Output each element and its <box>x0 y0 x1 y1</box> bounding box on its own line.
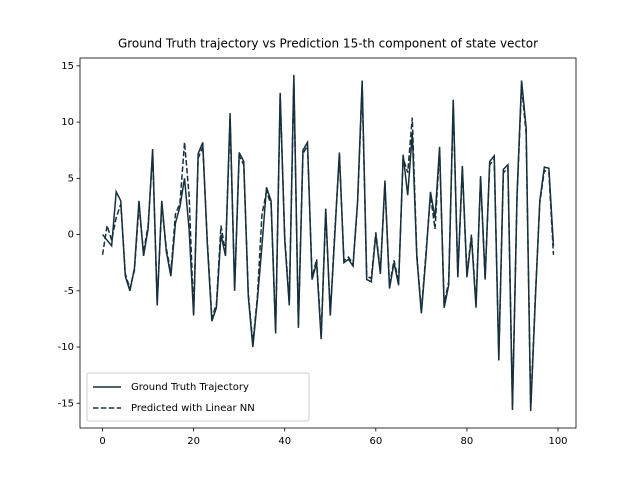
legend-label: Ground Truth Trajectory <box>131 382 249 393</box>
chart-title: Ground Truth trajectory vs Prediction 15… <box>118 37 538 51</box>
y-tick-label: -10 <box>58 342 74 353</box>
y-tick-label: 0 <box>68 230 74 241</box>
series-line <box>101 81 555 408</box>
x-tick-label: 0 <box>99 436 105 447</box>
legend-label: Predicted with Linear NN <box>131 403 255 414</box>
x-tick-label: 80 <box>461 436 474 447</box>
legend-box <box>86 372 310 422</box>
x-tick-label: 100 <box>548 436 567 447</box>
y-tick-label: 5 <box>68 173 74 184</box>
plot-frame <box>79 57 577 429</box>
y-tick-label: 10 <box>61 117 74 128</box>
y-tick-label: 15 <box>61 61 74 72</box>
x-tick-label: 60 <box>369 436 382 447</box>
y-tick-label: -15 <box>58 398 74 409</box>
x-tick-label: 40 <box>278 436 291 447</box>
y-tick-label: -5 <box>64 286 74 297</box>
x-tick-label: 20 <box>187 436 200 447</box>
